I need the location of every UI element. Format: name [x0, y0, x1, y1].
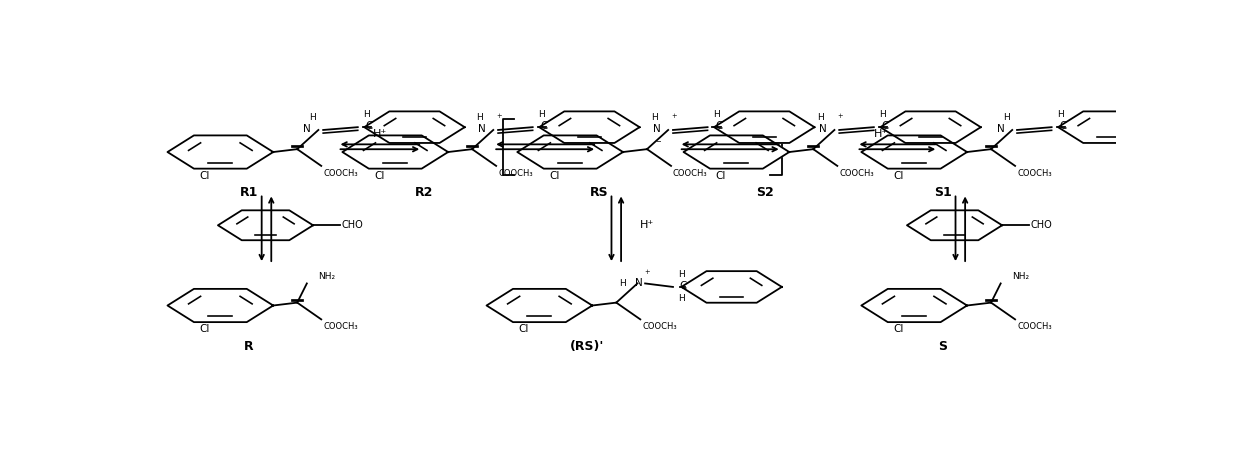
Text: H: H — [651, 113, 658, 122]
Text: H: H — [363, 110, 370, 119]
Polygon shape — [1058, 111, 1158, 143]
Text: Cl: Cl — [200, 171, 210, 181]
Text: C: C — [1059, 121, 1066, 131]
Text: NH₂: NH₂ — [1012, 272, 1029, 281]
Text: COOCH₃: COOCH₃ — [1017, 322, 1052, 331]
Text: Cl: Cl — [549, 171, 559, 181]
Polygon shape — [342, 135, 448, 169]
Polygon shape — [486, 289, 593, 322]
Text: $^+$: $^+$ — [495, 114, 503, 124]
Text: C: C — [366, 121, 373, 131]
Text: COOCH₃: COOCH₃ — [324, 169, 358, 178]
Text: H⁺: H⁺ — [873, 129, 888, 139]
Polygon shape — [880, 111, 981, 143]
Text: H⁺: H⁺ — [640, 220, 655, 230]
Text: COOCH₃: COOCH₃ — [324, 322, 358, 331]
Text: Cl: Cl — [374, 171, 384, 181]
Text: H: H — [1003, 113, 1009, 122]
Text: COOCH₃: COOCH₃ — [642, 322, 677, 331]
Polygon shape — [862, 289, 967, 322]
Text: S2: S2 — [756, 186, 774, 199]
Text: Cl: Cl — [518, 324, 528, 334]
Text: H: H — [476, 113, 484, 122]
Text: CHO: CHO — [342, 220, 363, 230]
Polygon shape — [517, 135, 622, 169]
Text: $^+$: $^+$ — [642, 269, 651, 279]
Text: C: C — [541, 121, 548, 131]
Polygon shape — [906, 210, 1002, 240]
Text: $^-$: $^-$ — [655, 139, 662, 149]
Polygon shape — [365, 111, 465, 143]
Text: H: H — [678, 294, 684, 303]
Text: N: N — [818, 124, 827, 134]
Polygon shape — [682, 271, 781, 303]
Text: H: H — [713, 110, 719, 119]
Text: COOCH₃: COOCH₃ — [1017, 169, 1052, 178]
Text: COOCH₃: COOCH₃ — [839, 169, 874, 178]
Text: R: R — [244, 340, 254, 352]
Polygon shape — [862, 135, 967, 169]
Text: C: C — [680, 281, 687, 291]
Text: H⁺: H⁺ — [373, 129, 387, 139]
Text: S: S — [939, 340, 947, 352]
Text: Cl: Cl — [715, 171, 725, 181]
Text: Cl: Cl — [893, 324, 904, 334]
Polygon shape — [539, 111, 640, 143]
Text: C: C — [882, 121, 889, 131]
Text: H: H — [817, 113, 825, 122]
Text: N: N — [477, 124, 486, 134]
Text: H: H — [678, 270, 684, 279]
Text: $^+$: $^+$ — [670, 114, 678, 124]
Text: H: H — [879, 110, 885, 119]
Text: N: N — [303, 124, 311, 134]
Text: Cl: Cl — [893, 171, 904, 181]
Text: R2: R2 — [415, 186, 433, 199]
Text: N: N — [635, 279, 644, 289]
Polygon shape — [683, 135, 789, 169]
Polygon shape — [167, 289, 273, 322]
Text: S1: S1 — [934, 186, 952, 199]
Text: C: C — [715, 121, 723, 131]
Text: RS: RS — [590, 186, 609, 199]
Text: H: H — [309, 113, 316, 122]
Polygon shape — [218, 210, 312, 240]
Text: Cl: Cl — [200, 324, 210, 334]
Text: CHO: CHO — [1030, 220, 1053, 230]
Text: NH₂: NH₂ — [319, 272, 336, 281]
Text: $^+$: $^+$ — [836, 114, 844, 124]
Polygon shape — [167, 135, 273, 169]
Text: COOCH₃: COOCH₃ — [673, 169, 708, 178]
Text: N: N — [652, 124, 661, 134]
Text: COOCH₃: COOCH₃ — [498, 169, 533, 178]
Text: H: H — [1056, 110, 1064, 119]
Text: R1: R1 — [241, 186, 258, 199]
Polygon shape — [714, 111, 815, 143]
Text: N: N — [997, 124, 1004, 134]
Text: H: H — [538, 110, 544, 119]
Text: (RS)': (RS)' — [570, 340, 605, 352]
Text: H: H — [619, 279, 626, 288]
